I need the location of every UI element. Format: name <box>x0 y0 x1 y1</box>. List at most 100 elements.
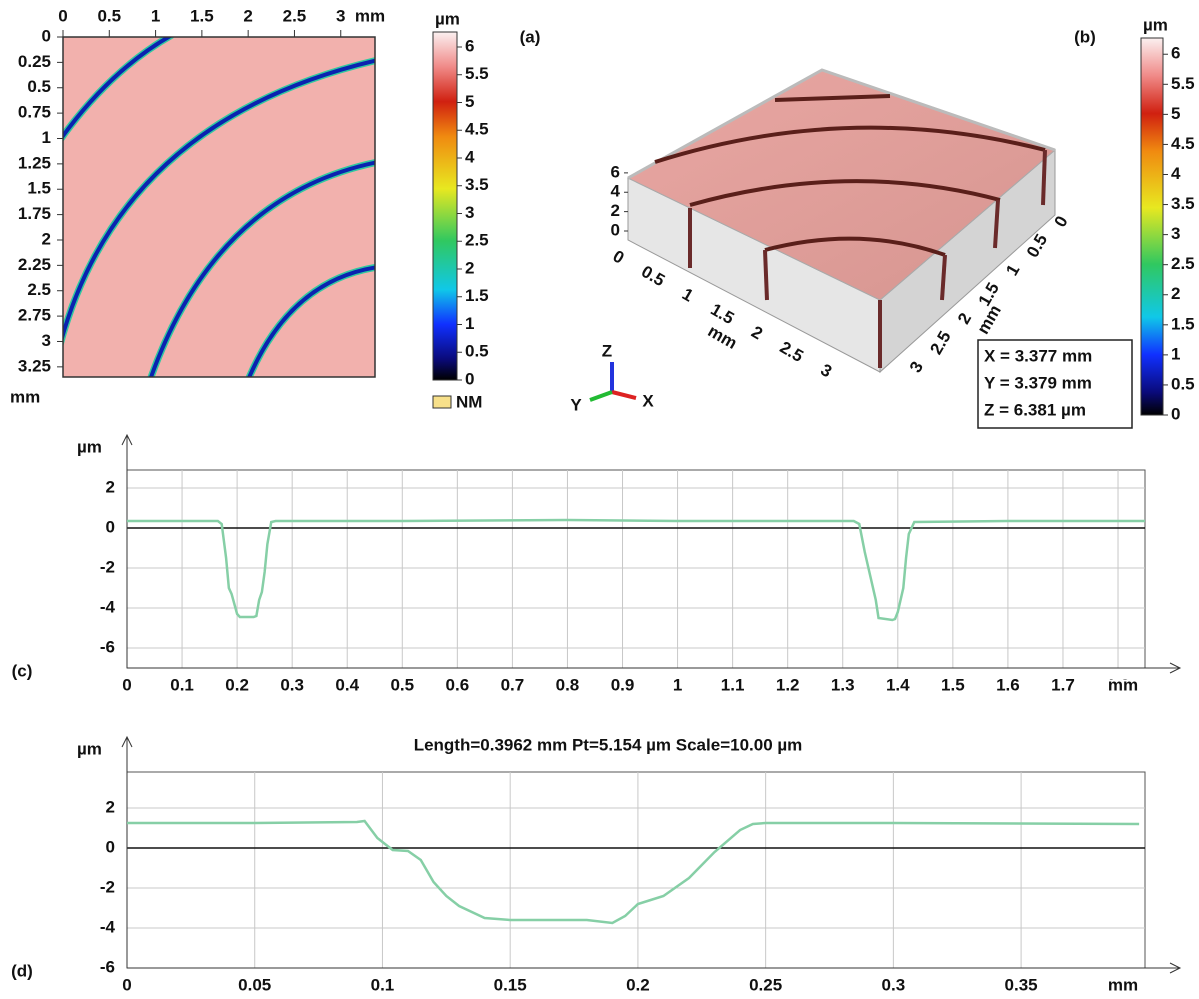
x-tick-label: 1.5 <box>941 675 965 694</box>
x-tick-label: 0.5 <box>390 675 414 694</box>
z-tick-label: 0 <box>611 220 620 239</box>
colorbar <box>1140 37 1164 416</box>
x-tick-label: 3 <box>336 6 345 25</box>
y-tick-label: 3 <box>906 358 927 376</box>
colorbar-tick-label: 4.5 <box>1171 134 1195 153</box>
y-axis-label: mm <box>10 387 40 406</box>
y-tick-label: 1 <box>1002 261 1023 279</box>
z-tick-label: 6 <box>611 162 620 181</box>
x-tick-label: 0 <box>610 247 628 268</box>
x-tick-label: 0.1 <box>170 675 194 694</box>
x-tick-label: 1.4 <box>886 675 910 694</box>
colorbar-tick-label: 5.5 <box>465 64 489 83</box>
y-tick-label: 2 <box>106 477 115 496</box>
x-tick-label: 1 <box>151 6 160 25</box>
y-tick-label: 2 <box>42 229 51 248</box>
panel-label: (b) <box>1074 27 1096 46</box>
x-tick-label: 0 <box>122 675 131 694</box>
colorbar-tick-label: 2.5 <box>465 231 489 250</box>
y-arrow <box>121 433 133 446</box>
x-tick-label: 0.5 <box>638 262 668 290</box>
x-tick-label: 1.5 <box>190 6 214 25</box>
y-tick-label: 0.75 <box>18 103 51 122</box>
x-arrow <box>1169 962 1182 974</box>
colorbar-tick-label: 5 <box>465 92 474 111</box>
info-line: Y = 3.379 mm <box>984 373 1092 392</box>
colorbar-label: µm <box>435 9 460 28</box>
panel-label: (d) <box>11 961 33 980</box>
z-tick-label: 2 <box>611 201 620 220</box>
x-tick-label: 1.8 <box>1106 675 1130 694</box>
x-tick-label: 0.3 <box>882 975 906 994</box>
y-tick-label: 0 <box>1051 213 1072 231</box>
colorbar-tick-label: 0 <box>465 369 474 388</box>
x-tick-label: 0.5 <box>97 6 121 25</box>
x-axis-label: mm <box>1108 975 1138 994</box>
surface-3d <box>626 68 1056 374</box>
y-tick-label: 1.25 <box>18 153 51 172</box>
y-tick-label: 3.25 <box>18 356 51 375</box>
y-axis-label: mm <box>973 302 1005 338</box>
colorbar-tick-label: 2 <box>465 258 474 277</box>
colorbar-tick-label: 1 <box>1171 344 1180 363</box>
colorbar-tick-label: 3.5 <box>465 175 489 194</box>
colorbar-tick-label: 0 <box>1171 404 1180 423</box>
x-tick-label: 0.35 <box>1005 975 1038 994</box>
y-tick-label: -6 <box>100 957 115 976</box>
y-tick-label: 0 <box>42 26 51 45</box>
y-tick-label: 3 <box>42 331 51 350</box>
x-tick-label: 1 <box>679 284 697 305</box>
x-tick-label: 0.2 <box>225 675 249 694</box>
y-tick-label: 2.25 <box>18 255 51 274</box>
x-tick-label: 0.3 <box>280 675 304 694</box>
x-tick-label: 0.15 <box>494 975 527 994</box>
y-tick-label: -4 <box>100 917 116 936</box>
plot-frame <box>126 469 1146 669</box>
colorbar-tick-label: 5 <box>1171 104 1180 123</box>
y-tick-label: -4 <box>100 597 116 616</box>
x-tick-label: 0.4 <box>335 675 359 694</box>
colorbar-tick-label: 5.5 <box>1171 74 1195 93</box>
triad-y: Y <box>570 395 582 414</box>
z-tick-label: 4 <box>611 182 621 201</box>
y-tick-label: 2 <box>106 797 115 816</box>
nm-swatch <box>432 395 452 409</box>
x-tick-label: 0 <box>122 975 131 994</box>
x-axis-label: mm <box>355 6 385 25</box>
x-tick-label: 0.05 <box>238 975 271 994</box>
colorbar-tick-label: 6 <box>465 36 474 55</box>
y-tick-label: 2.5 <box>27 280 51 299</box>
y-tick-label: 2 <box>954 310 975 328</box>
info-line: X = 3.377 mm <box>984 346 1092 365</box>
colorbar-tick-label: 3 <box>1171 224 1180 243</box>
x-tick-label: 1.2 <box>776 675 800 694</box>
plot-frame <box>126 771 1146 969</box>
panel-label: (a) <box>520 27 541 46</box>
y-tick-label: 0.25 <box>18 52 51 71</box>
x-tick-label: 2.5 <box>283 6 307 25</box>
triad-z: Z <box>602 341 612 360</box>
colorbar-tick-label: 4.5 <box>465 120 489 139</box>
y-axis-label: µm <box>77 739 102 758</box>
colorbar-tick-label: 4 <box>1171 164 1181 183</box>
colorbar-tick-label: 6 <box>1171 44 1180 63</box>
panel-label: (c) <box>12 661 33 680</box>
y-tick-label: -6 <box>100 637 115 656</box>
x-tick-label: 0.1 <box>371 975 395 994</box>
colorbar-tick-label: 1 <box>465 314 474 333</box>
triad-x: X <box>642 391 654 410</box>
x-tick-label: 0.7 <box>501 675 525 694</box>
y-tick-label: 2.75 <box>18 306 51 325</box>
colorbar-label: µm <box>1143 15 1168 34</box>
x-tick-label: 3 <box>817 360 835 381</box>
info-line: Z = 6.381 µm <box>984 400 1086 419</box>
profile-line <box>127 819 1140 925</box>
colorbar-tick-label: 1.5 <box>1171 314 1195 333</box>
info-box <box>977 339 1133 429</box>
colorbar-tick-label: 2.5 <box>1171 254 1195 273</box>
x-tick-label: 0.6 <box>446 675 470 694</box>
x-arrow <box>1169 662 1182 674</box>
y-tick-label: 0.5 <box>27 77 51 96</box>
nm-label: NM <box>456 392 482 411</box>
